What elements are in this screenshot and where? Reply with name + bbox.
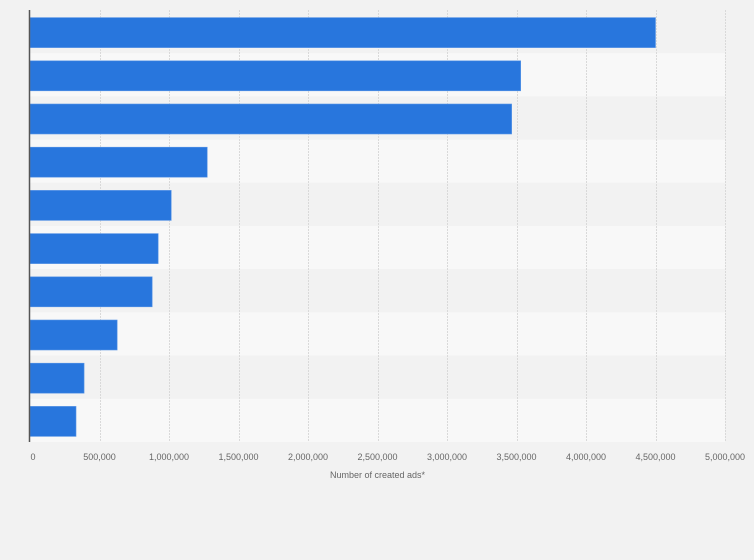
bar[interactable]	[29, 233, 159, 264]
x-tick-label: 4,500,000	[635, 452, 675, 462]
x-tick-label: 2,500,000	[357, 452, 397, 462]
x-tick-label: 4,000,000	[566, 452, 606, 462]
bar[interactable]	[29, 146, 208, 178]
x-tick-label: 3,000,000	[427, 452, 467, 462]
x-axis-title: Number of created ads*	[330, 470, 426, 480]
x-tick-label: 500,000	[83, 452, 116, 462]
bar[interactable]	[29, 60, 521, 92]
row-band	[30, 398, 725, 442]
x-tick-label: 1,500,000	[218, 452, 258, 462]
x-tick-label: 2,000,000	[288, 452, 328, 462]
bar[interactable]	[29, 17, 656, 48]
row-band	[30, 312, 725, 356]
x-tick-labels: 0 500,000 1,000,000 1,500,000 2,000,000 2,500…	[30, 452, 745, 462]
bar[interactable]	[29, 362, 85, 394]
x-tick-label: 3,500,000	[496, 452, 536, 462]
x-tick-label: 0	[30, 452, 35, 462]
bar[interactable]	[29, 319, 118, 351]
bar[interactable]	[29, 276, 153, 308]
bars	[29, 17, 656, 437]
row-band	[30, 355, 725, 399]
x-tick-label: 5,000,000	[705, 452, 745, 462]
bar[interactable]	[29, 103, 512, 135]
bar[interactable]	[29, 190, 172, 221]
bar[interactable]	[29, 406, 77, 437]
x-tick-label: 1,000,000	[149, 452, 189, 462]
